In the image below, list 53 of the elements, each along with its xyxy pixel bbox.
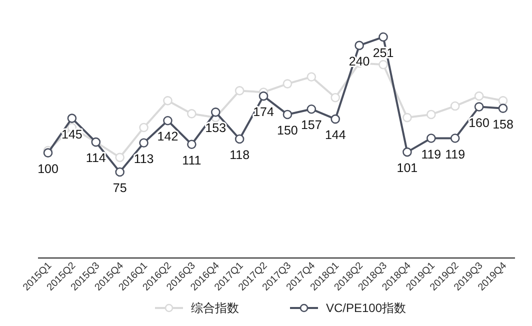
point — [426, 134, 436, 143]
data-label: 157 — [300, 118, 322, 132]
point — [115, 152, 124, 162]
point — [330, 114, 340, 124]
data-label: 142 — [157, 130, 178, 144]
legend-label: 综合指数 — [191, 301, 239, 315]
point — [115, 167, 124, 177]
data-label: 160 — [468, 116, 490, 130]
point — [234, 134, 244, 144]
point — [187, 109, 196, 118]
point — [234, 86, 244, 96]
point — [378, 60, 388, 70]
point — [258, 91, 268, 101]
data-label: 75 — [112, 181, 127, 195]
data-label: 145 — [62, 127, 82, 142]
data-label: 174 — [253, 105, 274, 120]
point — [330, 92, 340, 102]
point — [426, 110, 436, 120]
point — [282, 110, 292, 120]
point — [450, 134, 460, 143]
point — [210, 108, 220, 117]
point — [474, 91, 484, 101]
legend-label: VC/PE100指数 — [326, 301, 406, 315]
data-label: 144 — [324, 128, 346, 142]
data-label: 113 — [134, 152, 154, 166]
data-label: 119 — [445, 147, 466, 162]
point — [139, 138, 148, 148]
point — [402, 147, 412, 157]
point — [163, 96, 172, 106]
point — [498, 104, 508, 113]
data-label: 101 — [396, 161, 418, 176]
point — [306, 72, 316, 82]
point — [354, 40, 364, 50]
point — [163, 116, 172, 126]
point — [378, 32, 388, 42]
point — [67, 114, 77, 123]
data-label: 150 — [277, 123, 298, 138]
point — [43, 148, 53, 158]
data-label: 118 — [230, 148, 250, 162]
point — [282, 79, 292, 88]
data-label: 111 — [182, 153, 202, 168]
point — [498, 96, 508, 106]
point — [139, 122, 148, 132]
data-label: 119 — [421, 147, 442, 162]
point — [474, 102, 484, 112]
data-label: 114 — [86, 151, 106, 166]
data-label: 158 — [492, 117, 514, 132]
data-label: 100 — [38, 162, 58, 176]
point — [402, 112, 412, 122]
point — [450, 101, 460, 111]
point — [187, 140, 196, 150]
point — [306, 104, 316, 114]
data-label: 153 — [205, 121, 226, 136]
